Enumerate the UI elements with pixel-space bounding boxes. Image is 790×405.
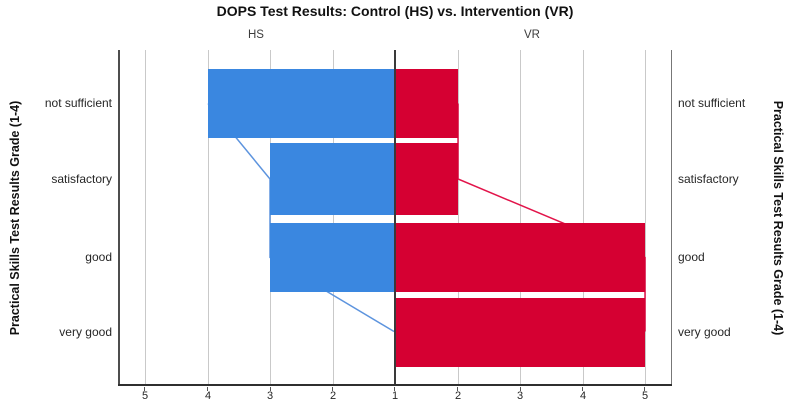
- bar-hs-not-sufficient: [208, 69, 394, 138]
- x-tick-label-center-1: 1: [391, 390, 399, 402]
- vr-connector-line: [457, 103, 646, 332]
- bar-vr-satisfactory: [396, 143, 458, 215]
- category-label-right-satisfactory: satisfactory: [678, 172, 739, 186]
- plot-border-left: [118, 50, 120, 384]
- x-tick-left-3: [270, 387, 271, 391]
- x-tick-right-2: [457, 387, 458, 391]
- gridline-left-5: [145, 50, 146, 384]
- hs-connector-line: [207, 103, 395, 333]
- bar-vr-not-sufficient: [396, 69, 458, 138]
- x-tick-right-5: [644, 387, 645, 391]
- gridline-left-4: [208, 50, 209, 384]
- category-label-left-very-good: very good: [59, 325, 112, 339]
- x-tick-left-4: [207, 387, 208, 391]
- bar-hs-satisfactory: [270, 143, 394, 215]
- gridline-left-2: [333, 50, 334, 384]
- panel-header-hs: HS: [248, 29, 264, 41]
- x-tick-label-left-3: 3: [266, 390, 274, 402]
- x-tick-right-3: [520, 387, 521, 391]
- connector-lines: [207, 103, 646, 333]
- bar-vr-good: [396, 223, 645, 292]
- category-label-right-good: good: [678, 250, 705, 264]
- x-tick-label-right-4: 4: [579, 390, 587, 402]
- category-label-right-very-good: very good: [678, 325, 731, 339]
- gridline-right-4: [583, 50, 584, 384]
- category-label-left-satisfactory: satisfactory: [51, 172, 112, 186]
- x-tick-label-left-4: 4: [204, 390, 212, 402]
- gridline-right-5: [645, 50, 646, 384]
- x-tick-label-right-2: 2: [454, 390, 462, 402]
- category-label-left-not-sufficient: not sufficient: [44, 96, 112, 110]
- gridline-right-3: [520, 50, 521, 384]
- x-tick-label-right-5: 5: [641, 390, 649, 402]
- center-baseline: [394, 50, 396, 384]
- bar-hs-good: [270, 223, 394, 292]
- plot-area: [118, 50, 672, 386]
- x-tick-label-left-2: 2: [329, 390, 337, 402]
- x-tick-label-left-5: 5: [141, 390, 149, 402]
- x-tick-right-4: [582, 387, 583, 391]
- x-tick-left-2: [332, 387, 333, 391]
- category-label-right-not-sufficient: not sufficient: [678, 96, 746, 110]
- gridline-right-2: [458, 50, 459, 384]
- category-label-left-good: good: [85, 250, 112, 264]
- plot-border-right: [671, 50, 672, 384]
- chart-title: DOPS Test Results: Control (HS) vs. Inte…: [216, 3, 574, 19]
- bar-vr-very-good: [396, 298, 645, 367]
- x-tick-label-right-3: 3: [516, 390, 524, 402]
- x-tick-left-5: [144, 387, 145, 391]
- x-tick-center-1: [394, 387, 395, 391]
- panel-header-vr: VR: [524, 29, 540, 41]
